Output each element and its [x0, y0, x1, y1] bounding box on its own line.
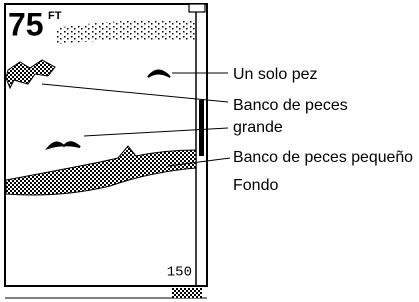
callout-label: Banco de peces pequeño: [233, 149, 413, 166]
callout-label: grande: [233, 119, 283, 136]
status-icon: [172, 288, 202, 298]
callout-label: Banco de peces: [233, 97, 348, 114]
sonar-diagram: 75 FT 150 Un solo pez Banco de peces gra…: [0, 0, 419, 302]
depth-bar: [199, 100, 204, 156]
depth-value: 75: [8, 6, 44, 42]
depth-unit: FT: [48, 10, 62, 22]
range-value: 150: [167, 265, 192, 281]
callout-label: Fondo: [233, 177, 278, 194]
battery-icon: [189, 4, 205, 12]
callout-label: Un solo pez: [233, 66, 318, 83]
screen-frame: [5, 4, 207, 286]
